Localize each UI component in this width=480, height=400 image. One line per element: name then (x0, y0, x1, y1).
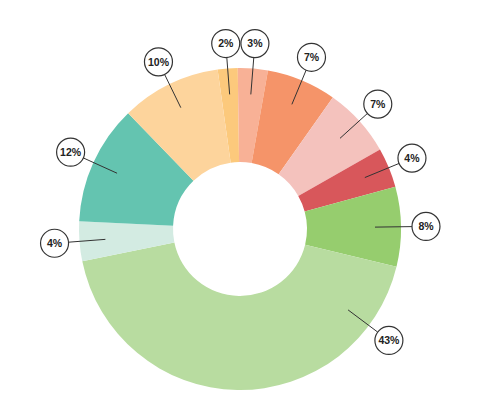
donut: 2% 3% 7% 7% 4% 8% 43% 4% 12% 10% (41, 30, 440, 390)
label-badge (144, 48, 172, 76)
label-badge (398, 144, 426, 172)
label-badge (412, 212, 440, 240)
data-label: 8% (418, 220, 434, 232)
data-label: 2% (218, 37, 234, 49)
label-badge (364, 90, 392, 118)
leader-line (292, 70, 306, 104)
data-label: 4% (47, 237, 63, 249)
label-badge (41, 229, 69, 257)
leader-line (69, 239, 106, 242)
data-label: 3% (247, 37, 263, 49)
slice (82, 242, 396, 390)
data-label: 12% (60, 146, 82, 158)
data-label: 43% (378, 334, 400, 346)
leader-line (340, 113, 367, 138)
slices (79, 68, 401, 390)
data-label: 4% (404, 152, 420, 164)
data-label: 7% (304, 51, 320, 63)
label-badge (212, 30, 240, 58)
slice (79, 221, 174, 261)
leader-line (165, 74, 181, 107)
label-badge (57, 138, 85, 166)
label-badge (375, 326, 403, 354)
data-label: 7% (370, 98, 386, 110)
leader-line (227, 58, 230, 95)
label-badge (241, 30, 269, 58)
leader-line (375, 226, 412, 228)
leader-line (365, 163, 399, 177)
slice (128, 70, 231, 181)
leader-line (83, 158, 117, 173)
leader-line (348, 310, 378, 332)
chart: 2% 3% 7% 7% 4% 8% 43% 4% 12% 10% (0, 0, 480, 400)
data-label: 10% (148, 55, 170, 67)
label-badge (297, 43, 325, 71)
leader-line (251, 58, 254, 95)
data-labels: 2% 3% 7% 7% 4% 8% 43% 4% 12% 10% (41, 30, 440, 355)
